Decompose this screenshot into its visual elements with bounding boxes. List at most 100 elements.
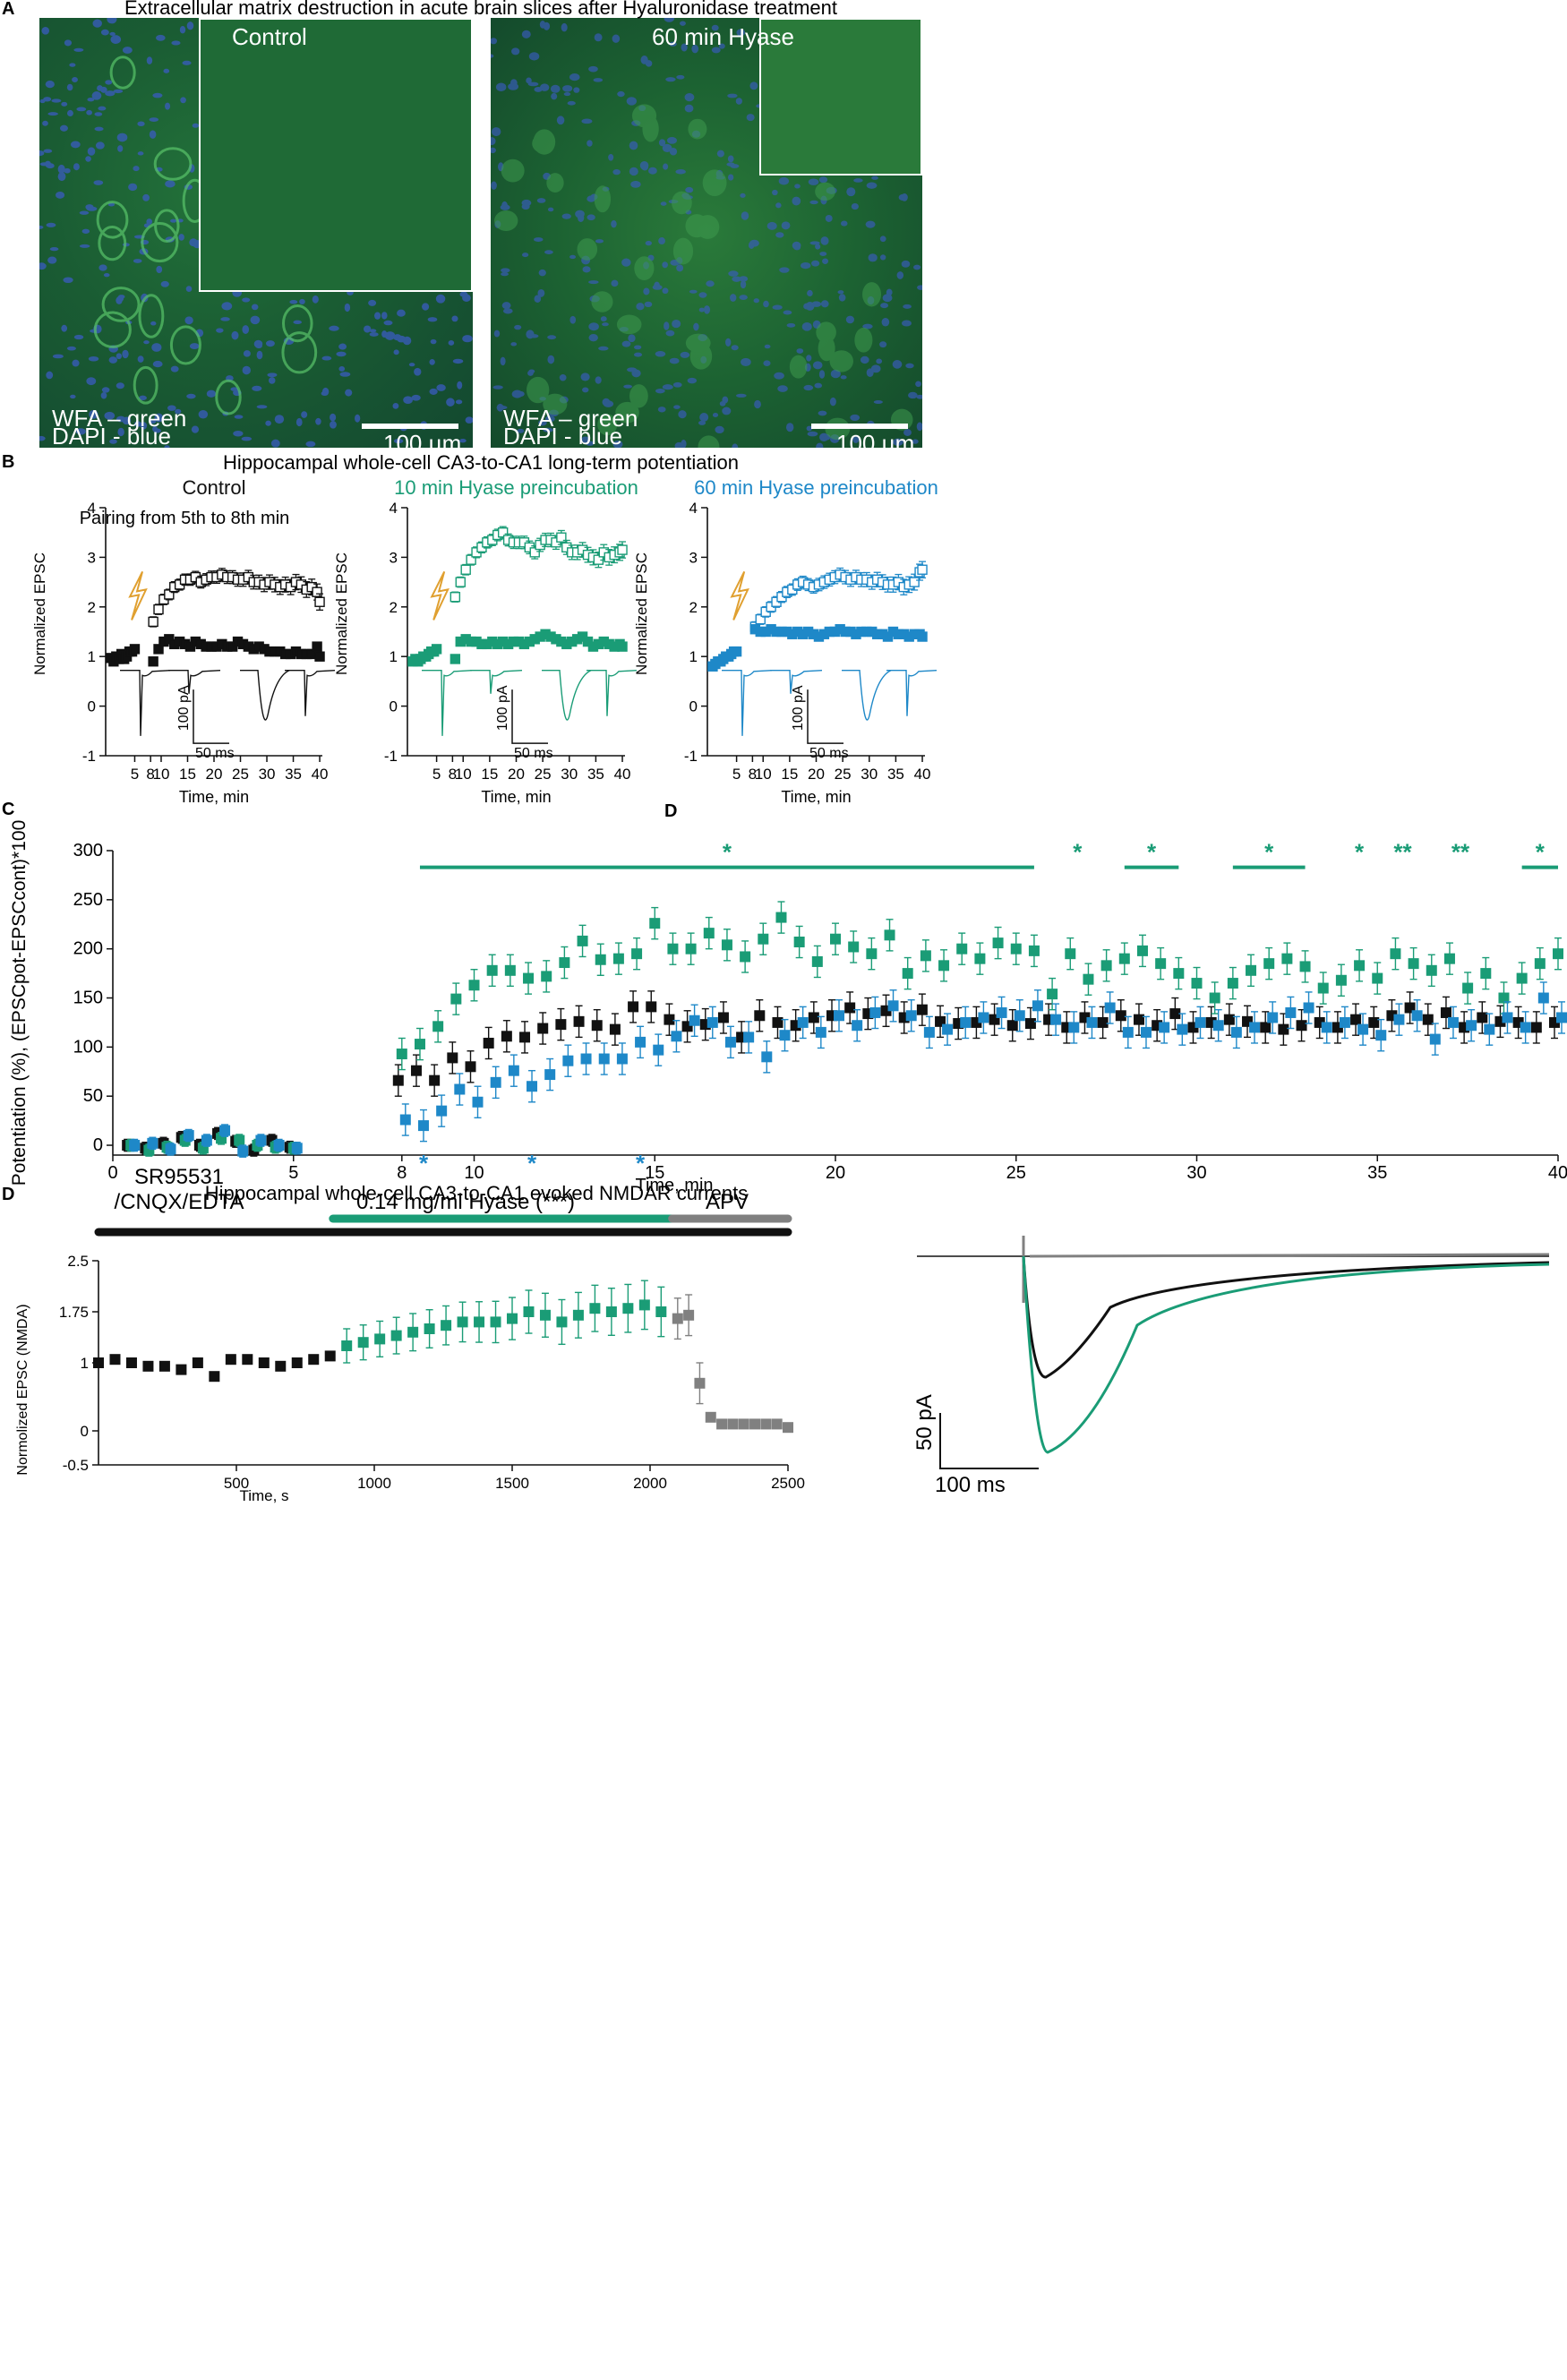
- x-tick-label: 1000: [357, 1475, 391, 1492]
- dapi-nucleus: [805, 302, 815, 311]
- epsc-trace: [422, 670, 473, 736]
- dapi-nucleus: [851, 202, 859, 210]
- dapi-nucleus: [491, 38, 498, 45]
- dapi-nucleus: [116, 382, 124, 390]
- dapi-nucleus: [122, 349, 129, 359]
- dapi-nucleus: [496, 406, 508, 410]
- data-point: [1014, 1010, 1025, 1022]
- data-point: [523, 1306, 535, 1317]
- dapi-nucleus: [786, 322, 796, 328]
- dapi-nucleus: [189, 343, 200, 350]
- x-tick-label: 10: [755, 766, 772, 783]
- dapi-nucleus: [779, 267, 790, 273]
- nmda-traces: 50 pA 100 ms: [912, 1236, 1550, 1497]
- wfa-cell: [672, 191, 692, 215]
- dapi-nucleus: [655, 388, 665, 394]
- data-point: [242, 1354, 253, 1366]
- y-axis-label: Normolized EPSC (NMDA): [15, 1304, 30, 1475]
- dapi-nucleus: [336, 351, 347, 357]
- wfa-cell: [153, 147, 193, 181]
- dapi-nucleus: [435, 294, 446, 304]
- x-tick-label: 500: [224, 1475, 249, 1492]
- data-point: [667, 943, 679, 955]
- dapi-nucleus: [633, 352, 643, 357]
- dapi-nucleus: [882, 294, 893, 303]
- dapi-nucleus: [104, 411, 116, 420]
- significance-marker: *: [1264, 839, 1274, 866]
- dapi-nucleus: [912, 439, 919, 444]
- dapi-nucleus: [644, 301, 653, 308]
- dapi-nucleus: [873, 399, 883, 404]
- dapi-nucleus: [75, 428, 86, 435]
- y-axis-label: Normalized EPSC: [333, 552, 350, 675]
- data-point: [465, 1061, 476, 1073]
- dapi-nucleus: [517, 428, 525, 433]
- data-point: [1104, 1002, 1116, 1014]
- dapi-nucleus: [725, 338, 732, 347]
- dapi-nucleus: [355, 414, 361, 423]
- dapi-nucleus: [808, 178, 819, 185]
- dapi-nucleus: [581, 118, 593, 124]
- dapi-nucleus: [675, 169, 686, 175]
- dapi-nucleus: [98, 106, 107, 111]
- dapi-nucleus: [446, 398, 455, 407]
- control-trace: [1022, 1255, 1550, 1379]
- data-point: [811, 955, 823, 967]
- dapi-nucleus: [908, 391, 918, 399]
- dapi-nucleus: [384, 331, 396, 340]
- data-point: [1212, 1020, 1224, 1032]
- epsc-trace: [542, 670, 592, 721]
- dapi-nucleus: [133, 421, 142, 427]
- x-tick-label: 35: [887, 766, 904, 783]
- dapi-nucleus: [414, 367, 422, 376]
- wfa-cell: [862, 282, 882, 307]
- x-axis-label: Time, min: [781, 788, 851, 806]
- dapi-nucleus: [137, 121, 145, 127]
- significance-marker: *: [636, 1150, 646, 1177]
- dapi-nucleus: [781, 221, 791, 230]
- dapi-nucleus: [397, 335, 407, 343]
- data-point: [1411, 1010, 1423, 1022]
- dapi-nucleus: [582, 387, 589, 393]
- wfa-cell: [818, 335, 835, 362]
- data-point: [852, 1020, 863, 1032]
- nmda-chart: -0.5 0 1 1.75 2.5 500 1000 1500 2000 2500 Normoliz…: [15, 1165, 805, 1504]
- dapi-nucleus: [678, 410, 687, 419]
- data-point: [572, 1309, 584, 1321]
- dapi-nucleus: [154, 413, 164, 423]
- dapi-nucleus: [698, 292, 707, 298]
- data-point: [1097, 1016, 1109, 1028]
- y-tick-label: -1: [384, 748, 398, 765]
- dapi-nucleus: [165, 180, 176, 188]
- dapi-nucleus: [93, 180, 104, 185]
- dapi-nucleus: [66, 109, 73, 116]
- legend-wfa: WFA – green: [503, 405, 638, 432]
- data-point-open: [755, 613, 766, 625]
- data-point: [887, 1000, 899, 1012]
- data-point: [727, 1418, 739, 1430]
- scale-time-label: 50 ms: [514, 746, 553, 761]
- apv-bar-label: APV: [706, 1190, 749, 1214]
- dapi-nucleus: [812, 361, 823, 370]
- data-point: [664, 1014, 675, 1025]
- dapi-nucleus: [149, 130, 157, 139]
- dapi-nucleus: [538, 269, 546, 277]
- data-point: [429, 1074, 441, 1086]
- dapi-nucleus: [51, 98, 62, 103]
- significance-marker: *: [723, 839, 732, 866]
- data-point: [1086, 1016, 1098, 1028]
- data-point: [523, 972, 535, 984]
- data-point: [830, 933, 841, 945]
- data-point: [486, 964, 498, 976]
- data-point: [147, 1137, 158, 1149]
- data-point: [176, 1364, 187, 1375]
- dapi-nucleus: [94, 112, 103, 116]
- data-point: [237, 1145, 249, 1157]
- data-point: [1223, 1014, 1235, 1025]
- dapi-nucleus: [66, 346, 76, 351]
- dapi-nucleus: [716, 150, 724, 158]
- data-point: [671, 1031, 682, 1042]
- data-point: [866, 948, 878, 960]
- micrograph-inset: [199, 18, 473, 292]
- x-tick-label: 20: [808, 766, 825, 783]
